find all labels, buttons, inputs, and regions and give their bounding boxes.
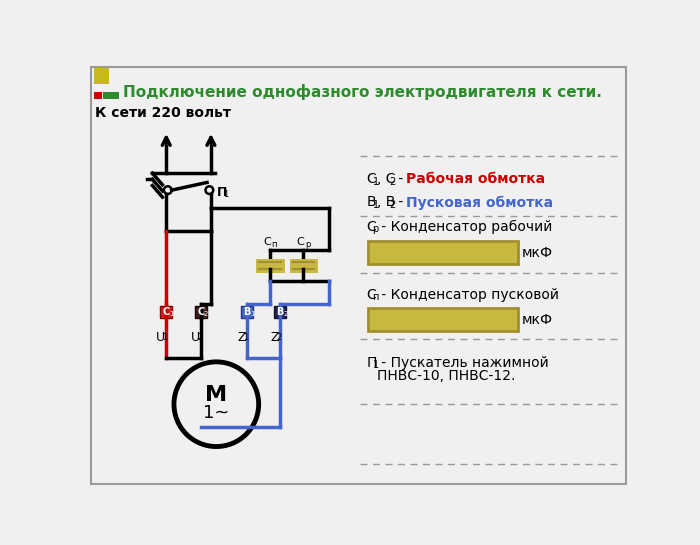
Text: 2: 2 xyxy=(197,334,202,342)
Text: 2: 2 xyxy=(276,334,281,342)
Text: С: С xyxy=(263,238,271,247)
Text: П: П xyxy=(217,186,228,199)
Text: 1: 1 xyxy=(372,360,379,370)
Text: р: р xyxy=(305,240,310,249)
Text: 1: 1 xyxy=(169,311,174,317)
Text: С: С xyxy=(197,307,204,317)
Text: Подключение однофазного электродвигателя к сети.: Подключение однофазного электродвигателя… xyxy=(123,83,602,100)
Bar xyxy=(195,306,207,318)
Text: -: - xyxy=(394,196,408,209)
Text: 2: 2 xyxy=(204,311,209,317)
Text: 1: 1 xyxy=(162,334,168,342)
Text: Рабочая обмотка: Рабочая обмотка xyxy=(407,172,545,186)
Bar xyxy=(368,241,518,264)
Text: , С: , С xyxy=(377,172,395,186)
Bar xyxy=(103,92,118,99)
Text: Z: Z xyxy=(270,331,279,344)
Bar xyxy=(94,92,102,99)
Text: ПНВС-10, ПНВС-12.: ПНВС-10, ПНВС-12. xyxy=(377,369,516,383)
Text: U: U xyxy=(156,331,165,344)
Text: М: М xyxy=(205,385,228,405)
Text: мкФ: мкФ xyxy=(522,245,553,259)
Bar xyxy=(94,69,109,84)
Text: Z: Z xyxy=(237,331,246,344)
Text: С: С xyxy=(367,172,376,186)
Bar xyxy=(160,306,172,318)
Text: 1: 1 xyxy=(372,200,379,210)
Text: 2: 2 xyxy=(389,200,396,210)
Text: С: С xyxy=(162,307,170,317)
Text: -: - xyxy=(394,172,408,186)
Text: Пусковая обмотка: Пусковая обмотка xyxy=(407,195,554,210)
Text: В: В xyxy=(276,307,284,317)
Text: , В: , В xyxy=(377,196,395,209)
Text: мкФ: мкФ xyxy=(522,312,553,326)
Text: - Конденсатор рабочий: - Конденсатор рабочий xyxy=(377,220,552,234)
Text: п: п xyxy=(272,240,277,249)
Text: р: р xyxy=(372,225,379,234)
Text: В: В xyxy=(244,307,251,317)
Text: 1~: 1~ xyxy=(203,404,230,422)
Text: - Конденсатор пусковой: - Конденсатор пусковой xyxy=(377,288,559,302)
Text: С: С xyxy=(367,288,376,302)
Text: U: U xyxy=(191,331,200,344)
Text: 1: 1 xyxy=(250,311,255,317)
Bar xyxy=(274,306,286,318)
Text: В: В xyxy=(367,196,376,209)
Text: - Пускатель нажимной: - Пускатель нажимной xyxy=(377,356,549,370)
Bar xyxy=(368,308,518,331)
Text: К сети 220 вольт: К сети 220 вольт xyxy=(95,106,232,120)
Text: п: п xyxy=(372,292,379,302)
Text: 2: 2 xyxy=(389,177,396,187)
Text: П: П xyxy=(367,356,377,370)
Text: 2: 2 xyxy=(284,311,288,317)
Bar xyxy=(241,306,253,318)
Text: 1: 1 xyxy=(372,177,379,187)
Text: С: С xyxy=(296,238,304,247)
Text: С: С xyxy=(367,220,376,234)
Text: 1: 1 xyxy=(244,334,248,342)
Text: 1: 1 xyxy=(223,190,228,199)
